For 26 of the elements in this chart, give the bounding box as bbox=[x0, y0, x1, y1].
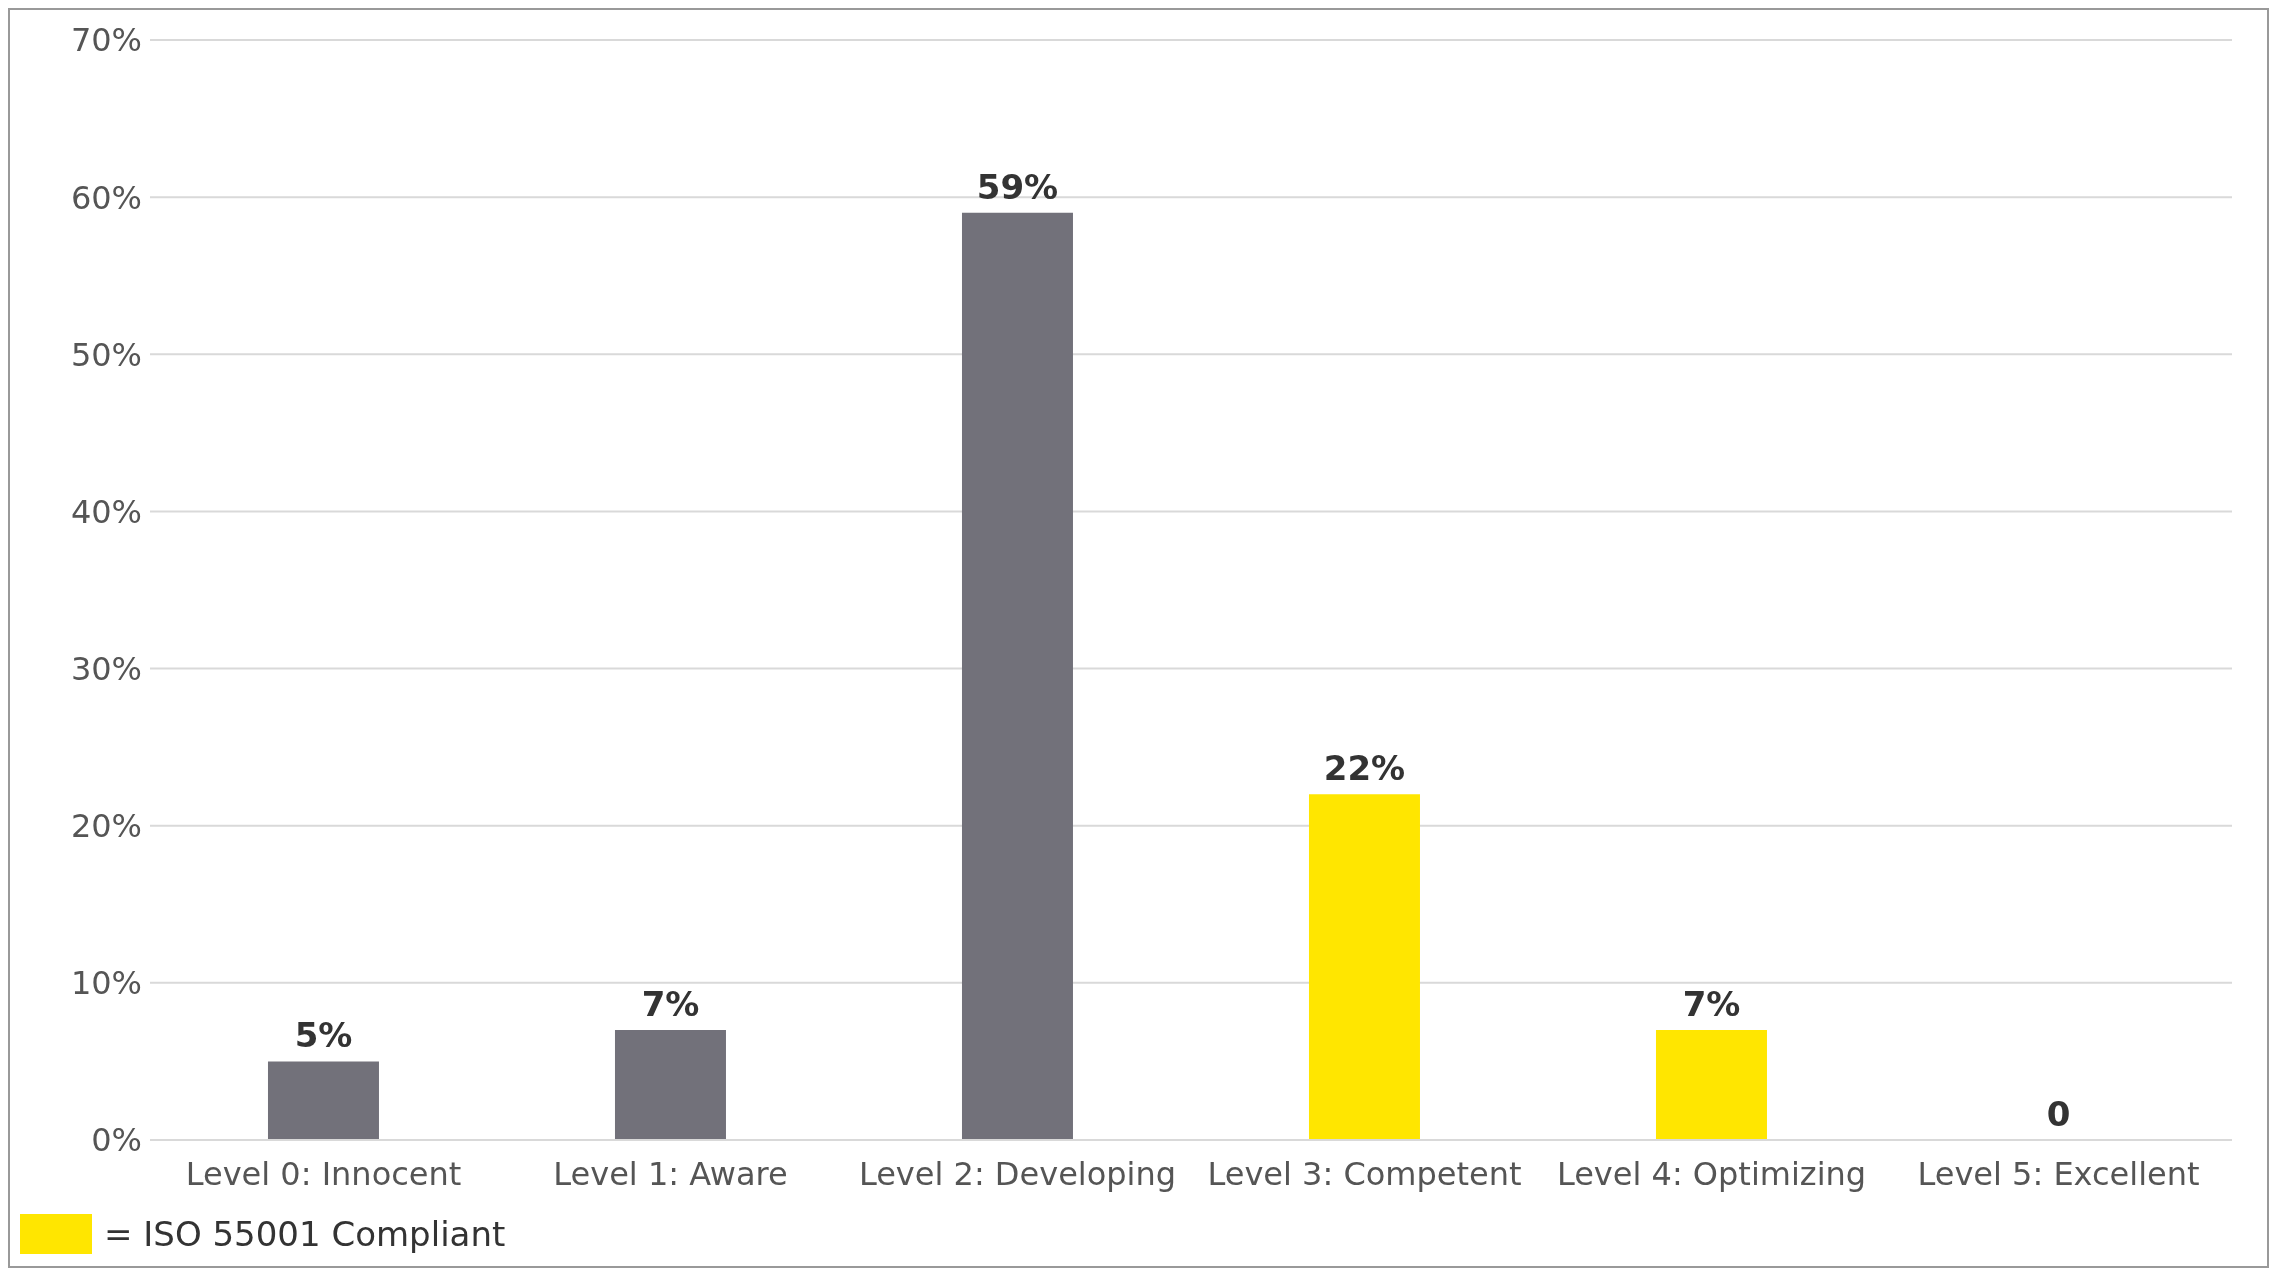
y-tick-label: 40% bbox=[70, 492, 142, 531]
data-label: 7% bbox=[641, 984, 700, 1024]
data-label: 5% bbox=[294, 1015, 353, 1056]
bar bbox=[961, 212, 1073, 1140]
bar bbox=[267, 1061, 379, 1140]
x-tick-label: Level 1: Aware bbox=[553, 1154, 788, 1193]
y-tick-label: 60% bbox=[70, 178, 142, 217]
x-tick-label: Level 5: Excellent bbox=[1917, 1154, 2200, 1193]
y-tick-label: 70% bbox=[70, 21, 142, 60]
y-tick-label: 10% bbox=[70, 964, 142, 1003]
data-label: 59% bbox=[976, 166, 1059, 207]
bar bbox=[1655, 1030, 1767, 1140]
bar bbox=[614, 1030, 726, 1140]
x-tick-label: Level 0: Innocent bbox=[185, 1154, 462, 1193]
data-label: 22% bbox=[1323, 748, 1406, 789]
y-tick-label: 30% bbox=[70, 649, 142, 688]
text: = ISO 55001 Compliant bbox=[104, 1214, 506, 1254]
y-tick-label: 0% bbox=[91, 1121, 142, 1160]
y-tick-label: 50% bbox=[70, 335, 142, 374]
data-label: 0 bbox=[2046, 1094, 2071, 1134]
x-tick-label: Level 4: Optimizing bbox=[1556, 1154, 1867, 1193]
bar bbox=[1308, 794, 1420, 1140]
data-label: 7% bbox=[1682, 984, 1741, 1024]
x-tick-label: Level 2: Developing bbox=[858, 1154, 1177, 1193]
y-tick-label: 20% bbox=[70, 807, 142, 846]
x-tick-label: Level 3: Competent bbox=[1207, 1154, 1522, 1193]
